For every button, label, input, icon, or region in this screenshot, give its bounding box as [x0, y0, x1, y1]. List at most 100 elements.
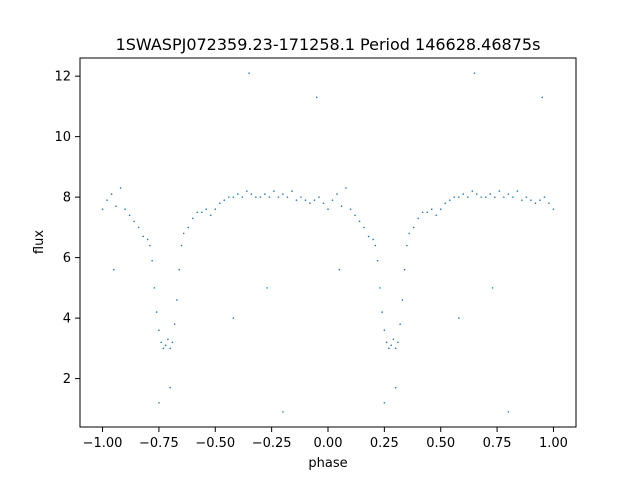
y-tick-label: 12 — [54, 70, 71, 85]
data-point — [300, 196, 302, 198]
data-point — [338, 269, 340, 271]
data-point — [453, 196, 455, 198]
data-point — [435, 214, 437, 216]
data-point — [273, 190, 275, 192]
data-point — [402, 299, 404, 301]
data-point — [397, 342, 399, 344]
data-point — [539, 199, 541, 201]
x-tick-label: 0.75 — [483, 436, 512, 451]
data-point — [368, 236, 370, 238]
data-point — [210, 214, 212, 216]
data-point — [467, 196, 469, 198]
data-point — [158, 402, 160, 404]
data-point — [201, 211, 203, 213]
data-point — [541, 97, 543, 99]
data-point — [379, 287, 381, 289]
x-tick-label: −0.25 — [252, 436, 292, 451]
data-point — [147, 239, 149, 241]
data-point — [508, 193, 510, 195]
data-point — [422, 211, 424, 213]
data-point — [176, 299, 178, 301]
data-point — [158, 329, 160, 331]
data-point — [106, 199, 108, 201]
data-point — [156, 311, 158, 313]
x-tick-label: −1.00 — [83, 436, 123, 451]
x-tick-label: −0.75 — [139, 436, 179, 451]
data-point — [345, 187, 347, 189]
data-point — [309, 202, 311, 204]
data-point — [205, 208, 207, 210]
data-point — [384, 402, 386, 404]
y-tick-label: 8 — [63, 191, 71, 206]
data-point — [354, 214, 356, 216]
data-point — [181, 245, 183, 247]
data-point — [296, 199, 298, 201]
data-point — [187, 227, 189, 229]
y-tick-label: 6 — [63, 251, 71, 266]
data-point — [474, 72, 476, 74]
data-point — [172, 342, 174, 344]
data-point — [248, 72, 250, 74]
data-point — [223, 199, 225, 201]
y-tick-label: 4 — [63, 312, 71, 327]
data-point — [214, 208, 216, 210]
data-point — [233, 317, 235, 319]
data-point — [471, 190, 473, 192]
data-point — [336, 193, 338, 195]
x-axis: −1.00 −0.75 −0.50 −0.25 0.00 0.25 0.50 0.75 1.00 — [83, 427, 568, 451]
data-point — [266, 287, 268, 289]
x-axis-label: phase — [308, 456, 347, 471]
data-point — [388, 348, 390, 350]
data-point — [255, 196, 257, 198]
y-tick-label: 10 — [54, 130, 71, 145]
data-point — [282, 411, 284, 413]
data-point — [517, 190, 519, 192]
data-point — [406, 245, 408, 247]
data-point — [413, 227, 415, 229]
data-point — [124, 208, 126, 210]
data-point — [431, 208, 433, 210]
data-point — [237, 193, 239, 195]
data-point — [260, 196, 262, 198]
data-point — [282, 193, 284, 195]
data-point — [444, 202, 446, 204]
data-point — [384, 329, 386, 331]
data-point — [149, 245, 151, 247]
x-tick-label: 0.25 — [370, 436, 399, 451]
data-point — [492, 287, 494, 289]
data-point — [318, 196, 320, 198]
data-point — [167, 338, 169, 340]
data-point — [399, 323, 401, 325]
data-point — [316, 97, 318, 99]
data-point — [178, 269, 180, 271]
x-tick-label: 1.00 — [539, 436, 568, 451]
x-tick-label: −0.50 — [195, 436, 235, 451]
data-point — [350, 208, 352, 210]
data-point — [165, 345, 167, 347]
data-point — [323, 202, 325, 204]
data-point — [102, 208, 104, 210]
data-point — [404, 269, 406, 271]
data-point — [169, 348, 171, 350]
data-point — [499, 190, 501, 192]
data-point — [426, 211, 428, 213]
data-point — [526, 196, 528, 198]
data-point — [192, 218, 194, 220]
data-point — [503, 196, 505, 198]
data-point — [390, 345, 392, 347]
data-point — [494, 196, 496, 198]
data-point — [458, 317, 460, 319]
data-point — [246, 190, 248, 192]
data-point — [120, 187, 122, 189]
data-point — [219, 202, 221, 204]
data-point — [160, 342, 162, 344]
data-point — [462, 193, 464, 195]
data-point — [393, 338, 395, 340]
data-point — [169, 387, 171, 389]
data-point — [440, 208, 442, 210]
data-point — [372, 239, 374, 241]
data-point — [377, 260, 379, 262]
data-point — [521, 199, 523, 201]
scatter-points — [102, 72, 555, 412]
data-point — [481, 196, 483, 198]
